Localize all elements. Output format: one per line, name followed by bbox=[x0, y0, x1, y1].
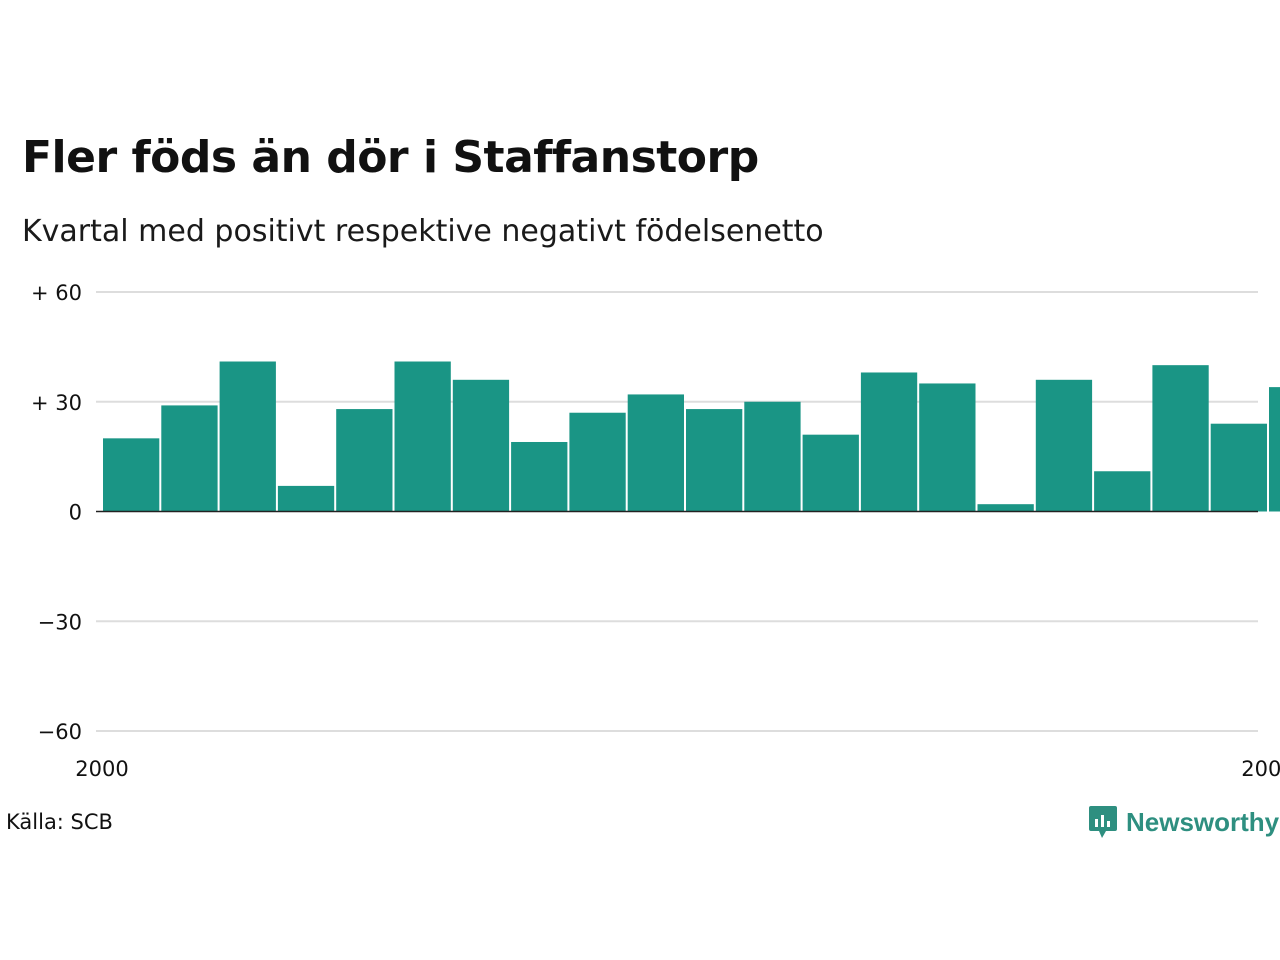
bar bbox=[103, 438, 160, 512]
y-tick-label: + 30 bbox=[31, 391, 82, 415]
y-tick-label: + 60 bbox=[31, 281, 82, 305]
bar bbox=[219, 361, 276, 512]
y-tick-label: −30 bbox=[38, 610, 82, 634]
newsworthy-logo-text: Newsworthy bbox=[1126, 806, 1280, 837]
bar bbox=[452, 379, 510, 512]
x-tick-label: 2005 bbox=[1241, 757, 1280, 781]
bar bbox=[277, 485, 335, 512]
bar bbox=[569, 412, 626, 512]
bar bbox=[744, 401, 801, 512]
bar bbox=[686, 409, 743, 512]
newsworthy-logo: Newsworthy bbox=[1088, 804, 1279, 840]
bar bbox=[1035, 379, 1093, 512]
bar bbox=[511, 441, 568, 512]
bar bbox=[161, 405, 218, 512]
bar bbox=[1269, 387, 1280, 512]
bar-chart: + 60+ 300−30−6020002005201020152020 bbox=[31, 281, 1280, 781]
bar bbox=[919, 383, 976, 512]
bar bbox=[336, 409, 393, 512]
bar bbox=[1094, 471, 1151, 512]
source-note: Källa: SCB bbox=[6, 810, 113, 834]
x-tick-label: 2000 bbox=[75, 757, 128, 781]
bar bbox=[627, 394, 684, 512]
bar bbox=[802, 434, 859, 512]
bar bbox=[860, 372, 918, 512]
bar bbox=[1210, 423, 1267, 512]
bar bbox=[977, 504, 1034, 512]
y-tick-label: 0 bbox=[69, 501, 82, 525]
chart-subtitle: Kvartal med positivt respektive negativt… bbox=[22, 214, 824, 249]
newsworthy-logo-icon bbox=[1089, 806, 1117, 838]
bar bbox=[1152, 365, 1209, 512]
bar bbox=[394, 361, 451, 512]
y-tick-label: −60 bbox=[38, 720, 82, 744]
chart-title: Fler föds än dör i Staffanstorp bbox=[22, 132, 759, 183]
